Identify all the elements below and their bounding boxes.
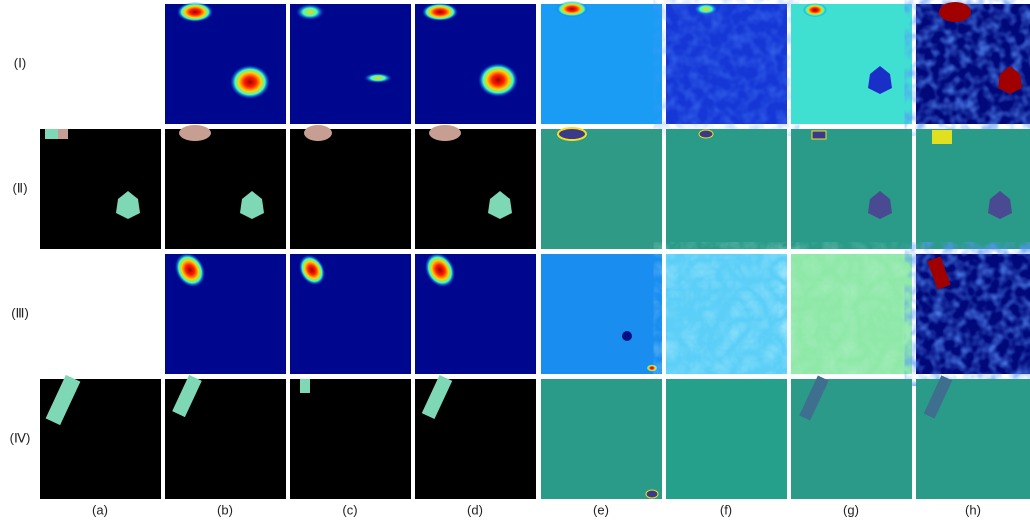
feature-blob bbox=[812, 131, 826, 139]
figure: (Ⅰ) (Ⅱ) (Ⅲ) (Ⅳ) (a) (b) (c) (d) (e) (f) … bbox=[0, 0, 1030, 521]
panel bbox=[916, 129, 1030, 249]
column-label: (h) bbox=[965, 502, 981, 517]
column-label: (e) bbox=[593, 502, 609, 517]
panel bbox=[541, 254, 662, 374]
panel bbox=[165, 129, 286, 249]
heat-blob bbox=[694, 3, 718, 15]
panel bbox=[666, 379, 787, 499]
mask-region bbox=[429, 125, 461, 141]
panel bbox=[415, 4, 536, 124]
heat-blob bbox=[422, 3, 458, 21]
heat-blob bbox=[803, 3, 827, 17]
column-label: (a) bbox=[92, 502, 108, 517]
heat-blob bbox=[177, 2, 213, 22]
texture bbox=[791, 254, 912, 374]
dark-spot bbox=[622, 331, 632, 341]
row-1-panels bbox=[165, 1, 1030, 124]
panel bbox=[165, 4, 286, 124]
row-label: (Ⅳ) bbox=[10, 430, 31, 445]
feature-blob bbox=[699, 130, 713, 138]
heat-blob bbox=[296, 4, 324, 20]
mask-region bbox=[304, 125, 332, 141]
panel bbox=[666, 129, 787, 249]
heat-blob bbox=[556, 1, 588, 17]
mask-region bbox=[300, 379, 310, 393]
heat-blob bbox=[478, 63, 518, 97]
panel bbox=[791, 129, 912, 249]
feature-blob bbox=[558, 128, 586, 140]
column-label: (c) bbox=[342, 502, 357, 517]
heat-blob bbox=[230, 65, 270, 99]
panel bbox=[541, 379, 662, 499]
heat-blob bbox=[364, 73, 392, 83]
panel bbox=[541, 129, 662, 249]
panel bbox=[791, 4, 912, 124]
mask-region bbox=[58, 129, 68, 139]
texture bbox=[666, 254, 787, 374]
row-2-panels bbox=[40, 125, 1030, 249]
mask-region bbox=[179, 125, 211, 141]
row-label: (Ⅲ) bbox=[11, 305, 29, 320]
panel bbox=[541, 4, 662, 124]
row-label: (Ⅱ) bbox=[12, 180, 27, 195]
heat-blob bbox=[939, 2, 971, 22]
row-4-panels bbox=[40, 375, 1030, 499]
heat-blob bbox=[646, 364, 658, 372]
feature-blob bbox=[932, 130, 952, 144]
panel bbox=[290, 379, 411, 499]
texture bbox=[916, 4, 1030, 124]
panel bbox=[40, 129, 161, 249]
column-label: (f) bbox=[720, 502, 732, 517]
panel bbox=[290, 129, 411, 249]
panel bbox=[415, 129, 536, 249]
column-label: (d) bbox=[467, 502, 483, 517]
texture bbox=[666, 4, 787, 124]
feature-blob bbox=[646, 490, 658, 498]
row-label: (Ⅰ) bbox=[14, 55, 27, 70]
column-label: (g) bbox=[843, 502, 859, 517]
panel bbox=[290, 4, 411, 124]
row-3-panels bbox=[165, 247, 1030, 374]
column-label: (b) bbox=[217, 502, 233, 517]
